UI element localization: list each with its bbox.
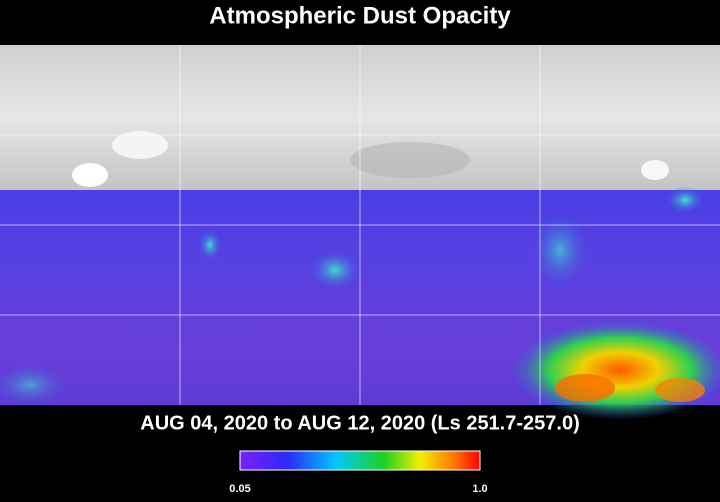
dust-storm-core <box>655 378 705 402</box>
title: Atmospheric Dust Opacity <box>209 2 511 29</box>
dust-storm-core <box>555 374 615 402</box>
date-range: AUG 04, 2020 to AUG 12, 2020 (Ls 251.7-2… <box>140 412 579 434</box>
map <box>0 45 720 420</box>
dust-patch <box>0 363 70 407</box>
dust-storm <box>510 320 720 420</box>
dust-patch <box>665 186 705 214</box>
graticule <box>0 45 720 405</box>
volcano <box>112 131 168 159</box>
colorbar-min-label: 0.05 <box>229 483 250 495</box>
dust-patch <box>530 210 590 290</box>
crater-field <box>350 142 470 178</box>
colorbar-max-label: 1.0 <box>472 483 487 495</box>
colorbar <box>239 450 481 471</box>
volcano <box>72 163 108 187</box>
dust-patch <box>198 229 222 261</box>
volcano <box>641 160 669 180</box>
dust-patch <box>309 250 361 290</box>
